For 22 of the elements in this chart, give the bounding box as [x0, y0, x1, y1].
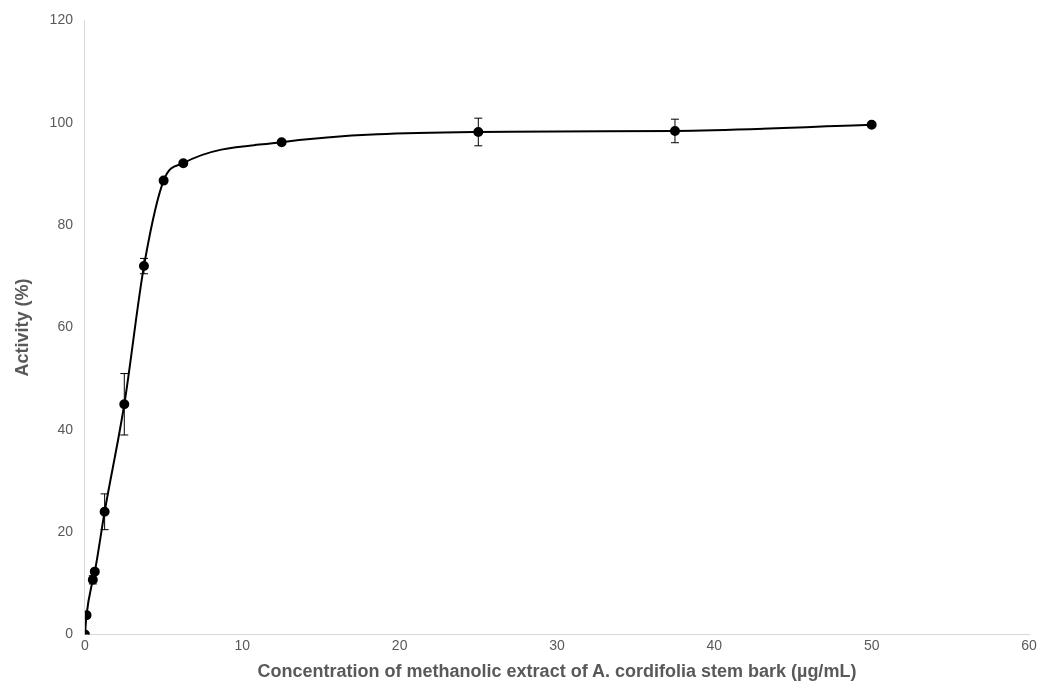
- y-tick-label: 80: [57, 215, 74, 232]
- point: [89, 566, 100, 577]
- point: [158, 175, 169, 186]
- y-tick-label: 20: [57, 523, 74, 540]
- y-tick-label: 40: [57, 420, 74, 437]
- x-tick-label: 60: [1021, 636, 1037, 653]
- x-tick-label: 30: [549, 636, 565, 653]
- point: [276, 137, 287, 148]
- y-tick-label: 120: [49, 11, 74, 28]
- point: [178, 158, 189, 169]
- x-tick-label: 10: [234, 636, 251, 653]
- point: [866, 119, 877, 130]
- x-tick-label: 20: [391, 636, 408, 653]
- y-tick-label: 0: [65, 625, 74, 642]
- y-axis-title: Activity (%): [11, 278, 32, 377]
- x-axis-title: Concentration of methanolic extract of A. cordifolia stem bark (µg/mL): [257, 661, 857, 682]
- y-tick-label: 100: [49, 113, 74, 130]
- x-tick-label: 0: [81, 636, 90, 653]
- x-tick-label: 50: [863, 636, 880, 653]
- x-tick-label: 40: [706, 636, 723, 653]
- y-tick-label: 60: [57, 318, 74, 335]
- point: [473, 126, 484, 137]
